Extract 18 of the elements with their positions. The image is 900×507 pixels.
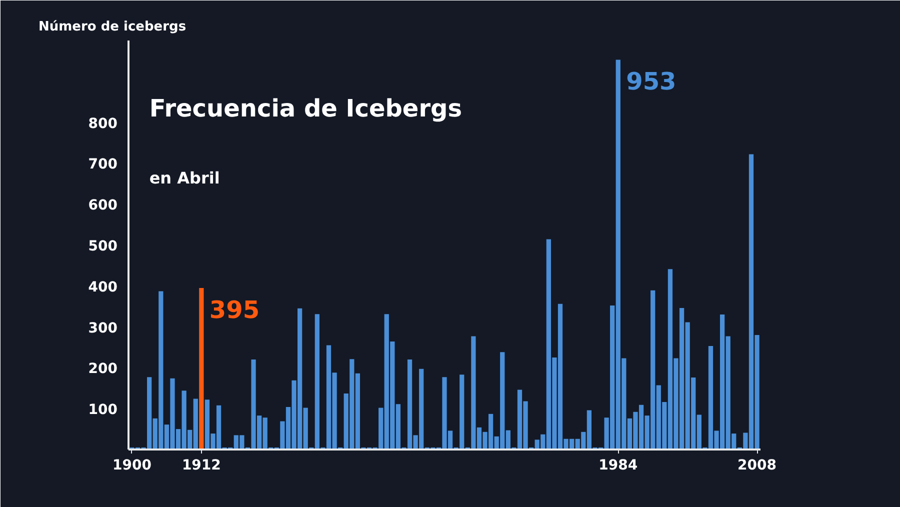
y-tick-label: 700: [88, 156, 118, 173]
text: en Abril: [149, 168, 220, 188]
x-tick-label: 1900: [112, 458, 152, 474]
x-tick-label: 2008: [738, 458, 777, 474]
y-tick-label: 800: [88, 116, 118, 132]
y-tick-label: 600: [88, 198, 118, 214]
y-tick-label: 100: [88, 402, 118, 418]
y-tick-label: 500: [88, 238, 118, 254]
y-tick-label: 300: [88, 320, 118, 336]
y-axis-title: Número de icebergs: [38, 20, 186, 34]
annotation: 395: [209, 296, 260, 324]
x-tick-label: 1912: [182, 458, 221, 474]
y-tick-label: 400: [88, 279, 118, 296]
bar: [199, 288, 204, 450]
annotation: 953: [626, 68, 676, 96]
y-tick-label: 200: [88, 361, 118, 378]
text: Frecuencia de Icebergs: [149, 94, 462, 122]
x-tick-label: 1984: [598, 458, 638, 474]
